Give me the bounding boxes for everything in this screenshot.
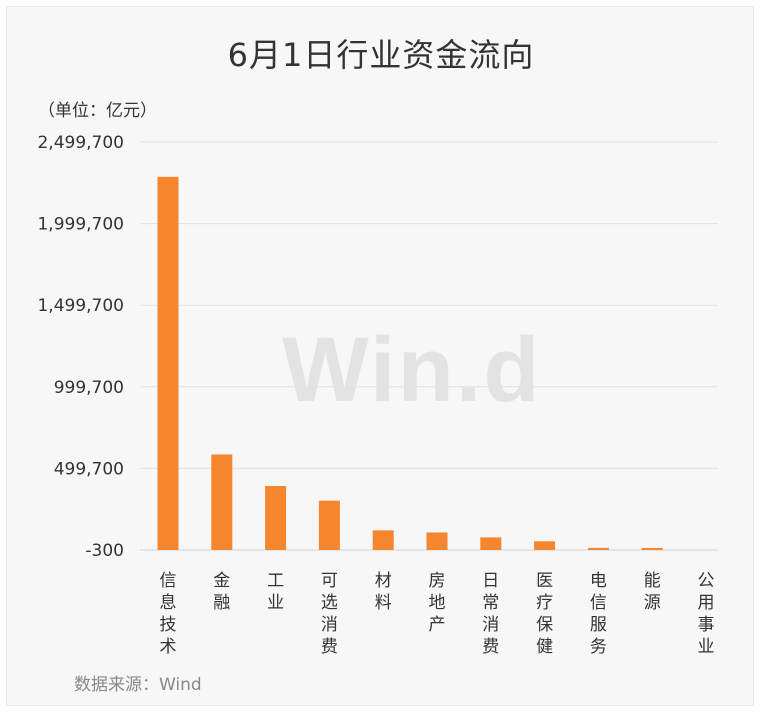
x-tick-label: 可选消费	[321, 571, 338, 657]
bar	[157, 176, 179, 550]
unit-label: （单位：亿元）	[38, 101, 157, 121]
y-tick-label: 1,999,700	[37, 215, 124, 235]
bar	[534, 541, 556, 550]
bar	[641, 547, 663, 550]
x-tick-label: 材料	[375, 571, 392, 613]
y-tick-label: 499,700	[54, 459, 124, 479]
bar	[211, 454, 233, 550]
y-tick-label: 1,499,700	[37, 296, 124, 316]
y-tick-label: -300	[85, 541, 124, 561]
bars	[157, 176, 663, 550]
y-axis-ticks: -300 499,700 999,700 1,499,700 1,999,700 2,49…	[37, 133, 124, 561]
x-tick-label: 金融	[213, 571, 230, 613]
chart-frame	[6, 6, 754, 706]
source-label: 数据来源：Wind	[74, 675, 202, 695]
x-tick-label: 电信服务	[590, 571, 607, 657]
y-tick-label: 2,499,700	[37, 133, 124, 153]
x-tick-label: 工业	[267, 571, 284, 613]
x-tick-label: 能源	[644, 571, 661, 613]
x-tick-label: 日常消费	[482, 571, 499, 657]
x-tick-label: 医疗保健	[536, 571, 553, 657]
bar	[318, 500, 340, 550]
bar	[265, 485, 287, 550]
x-tick-label: 公用事业	[698, 571, 715, 657]
y-tick-label: 999,700	[54, 378, 124, 398]
x-tick-label: 信息技术	[160, 571, 177, 657]
bar	[426, 532, 448, 550]
chart-title: 6月1日行业资金流向	[227, 36, 535, 74]
x-tick-label: 房地产	[429, 571, 446, 635]
bar	[587, 547, 609, 550]
bar	[372, 530, 394, 550]
watermark: Win.d	[282, 319, 542, 421]
gridlines	[140, 141, 718, 551]
bar	[480, 537, 502, 550]
